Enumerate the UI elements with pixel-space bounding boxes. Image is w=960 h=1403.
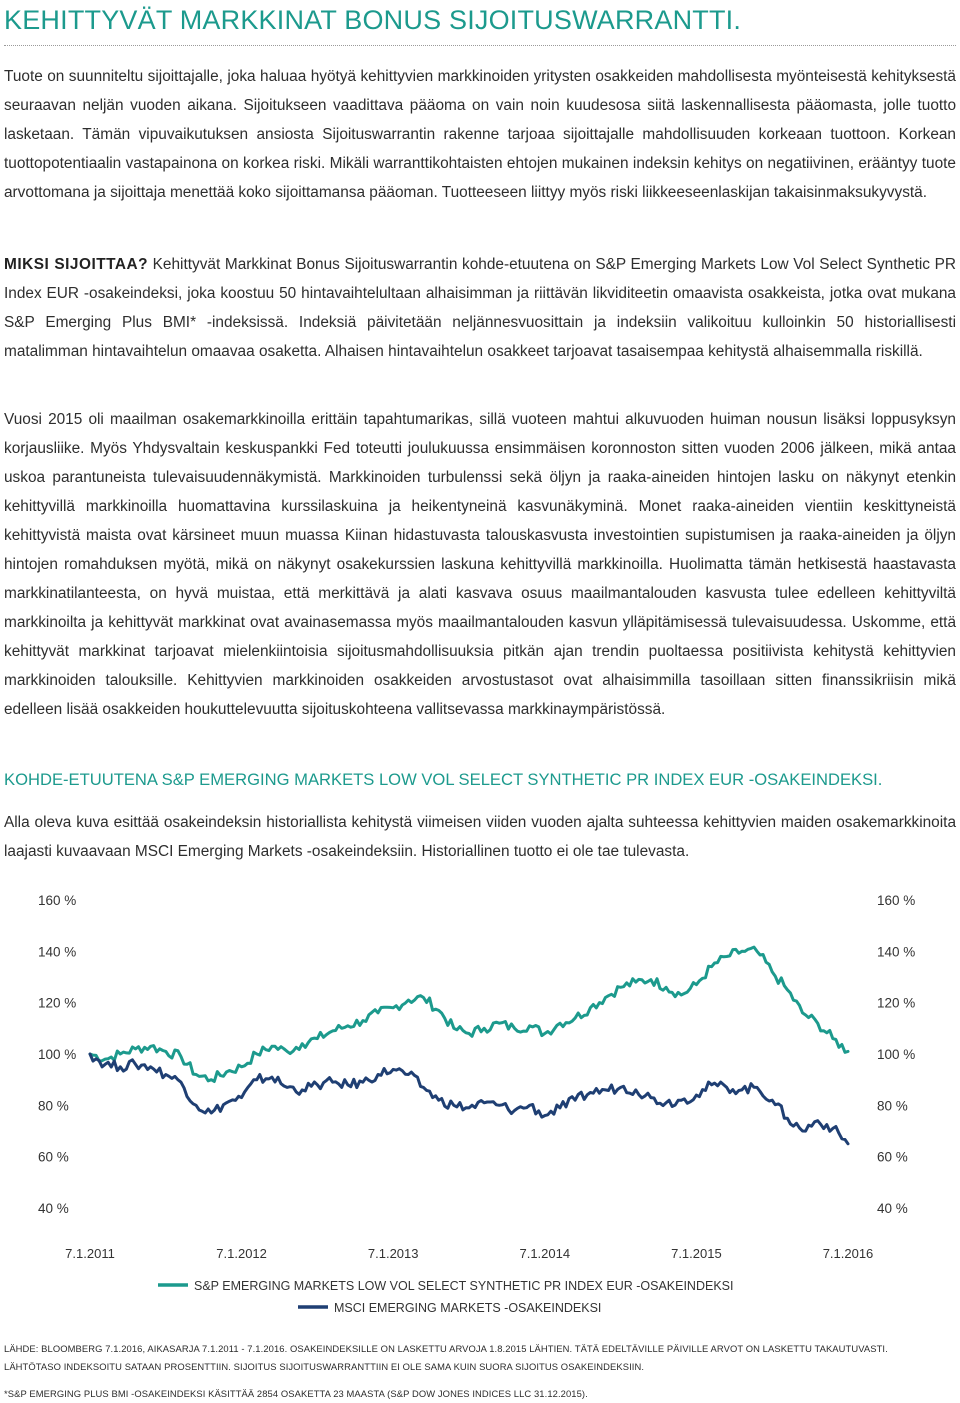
y-tick-label-left: 140 % xyxy=(38,944,76,959)
y-tick-label-right: 140 % xyxy=(877,944,915,959)
section-heading: KOHDE-ETUUTENA S&P EMERGING MARKETS LOW … xyxy=(4,770,883,789)
market-paragraph: Vuosi 2015 oli maailman osakemarkkinoill… xyxy=(4,411,956,718)
y-tick-label-right: 80 % xyxy=(877,1098,908,1113)
index-chart-svg: 160 % 160 % 140 % 140 % 120 % 120 % 100 % 100 %… xyxy=(38,893,915,1315)
x-tick-label: 7.1.2012 xyxy=(216,1246,267,1261)
why-invest-heading: MIKSI SIJOITTAA? xyxy=(4,256,149,273)
source-footnotes: LÄHDE: BLOOMBERG 7.1.2016, AIKASARJA 7.1… xyxy=(4,1340,956,1376)
y-tick-label-right: 120 % xyxy=(877,996,915,1011)
x-tick-label: 7.1.2011 xyxy=(65,1246,115,1261)
legend-label: MSCI EMERGING MARKETS -OSAKEINDEKSI xyxy=(334,1301,601,1315)
x-tick-label: 7.1.2016 xyxy=(823,1246,874,1261)
legend-label: S&P EMERGING MARKETS LOW VOL SELECT SYNT… xyxy=(194,1279,733,1293)
y-tick-label-right: 60 % xyxy=(877,1150,908,1165)
x-tick-label: 7.1.2015 xyxy=(671,1246,722,1261)
x-tick-label: 7.1.2014 xyxy=(519,1246,570,1261)
why-invest-text: Kehittyvät Markkinat Bonus Sijoituswarra… xyxy=(4,256,957,360)
y-tick-label-right: 100 % xyxy=(877,1047,915,1062)
chart-intro-paragraph: Alla oleva kuva esittää osakeindeksin hi… xyxy=(4,814,956,860)
source-note-line-1: LÄHDE: BLOOMBERG 7.1.2016, AIKASARJA 7.1… xyxy=(4,1343,888,1354)
source-note-line-2: LÄHTÖTASO INDEKSOITU SATAAN PROSENTTIIN.… xyxy=(4,1361,645,1372)
series-line xyxy=(88,1052,850,1146)
title-divider xyxy=(4,45,956,46)
y-tick-label-right: 40 % xyxy=(877,1201,908,1216)
why-invest-paragraph: MIKSI SIJOITTAA? Kehittyvät Markkinat Bo… xyxy=(4,250,956,366)
y-tick-label-left: 80 % xyxy=(38,1098,69,1113)
page-title: KEHITTYVÄT MARKKINAT BONUS SIJOITUSWARRA… xyxy=(4,5,742,35)
x-tick-label: 7.1.2013 xyxy=(368,1246,419,1261)
y-tick-label-right: 160 % xyxy=(877,893,915,908)
y-tick-label-left: 100 % xyxy=(38,1047,76,1062)
y-tick-label-left: 160 % xyxy=(38,893,76,908)
series-line xyxy=(88,945,850,1083)
y-tick-label-left: 120 % xyxy=(38,996,76,1011)
y-tick-label-left: 60 % xyxy=(38,1150,69,1165)
y-tick-label-left: 40 % xyxy=(38,1201,69,1216)
bmi-footnote: *S&P EMERGING PLUS BMI -OSAKEINDEKSI KÄS… xyxy=(4,1388,588,1399)
index-chart: 160 % 160 % 140 % 140 % 120 % 120 % 100 % 100 %… xyxy=(0,880,960,1320)
intro-paragraph: Tuote on suunniteltu sijoittajalle, joka… xyxy=(4,68,956,201)
